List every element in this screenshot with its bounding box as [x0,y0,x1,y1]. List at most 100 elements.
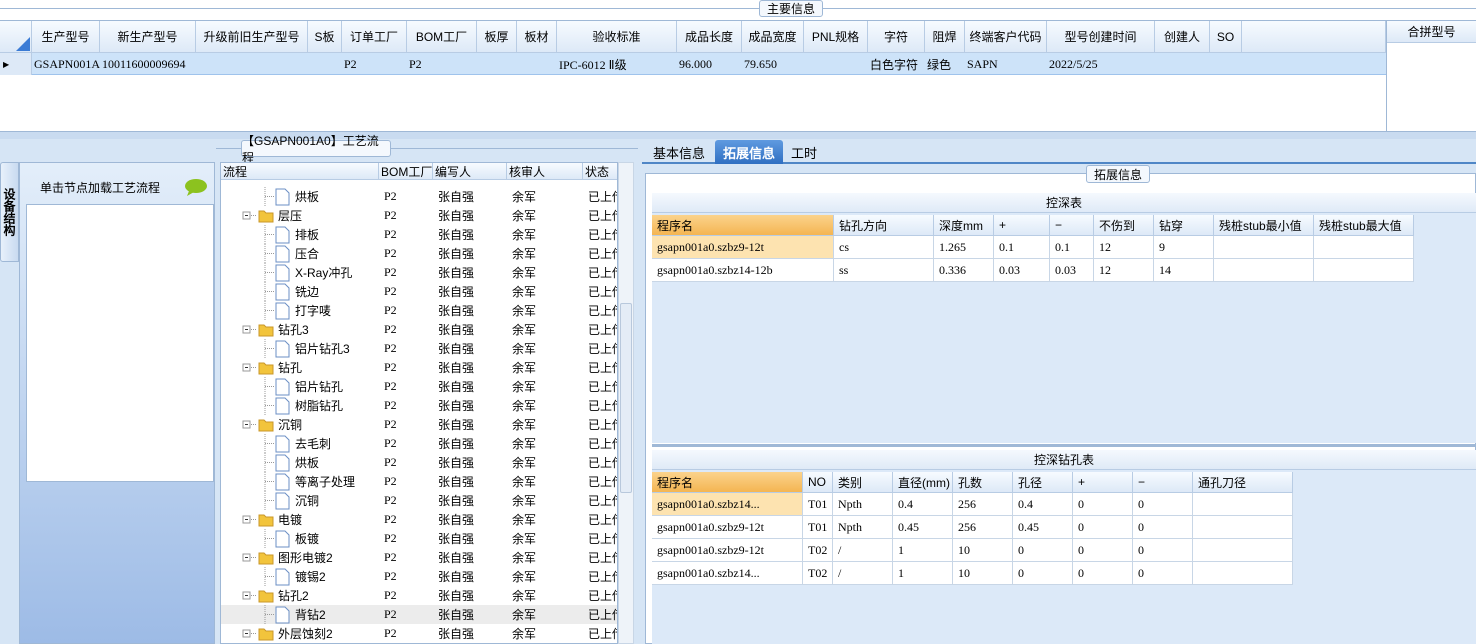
tree-row[interactable]: 烘板 P2 张自强 余军 已上传 [221,187,617,206]
column-header[interactable]: BOM工厂 [379,163,433,180]
tree-row[interactable]: 去毛刺 P2 张自强 余军 已上传 [221,434,617,453]
column-header[interactable]: 深度mm [934,215,994,236]
cell: Npth [833,493,893,516]
divider [216,148,638,149]
column-header[interactable]: 通孔刀径 [1193,472,1293,493]
column-header[interactable]: 生产型号 [32,21,100,53]
selected-row[interactable] [32,53,1386,75]
cell: 张自强 [438,361,475,375]
tree-row[interactable]: 电镀 P2 张自强 余军 已上传 [221,510,617,529]
merge-model-panel: 合拼型号 [1386,20,1476,131]
empty-cell [1214,236,1314,259]
tree-row[interactable]: X-Ray冲孔 P2 张自强 余军 已上传 [221,263,617,282]
cell: 张自强 [438,228,475,242]
column-header[interactable]: 验收标准 [557,21,677,53]
scrollbar[interactable] [618,162,634,644]
column-header[interactable]: 程序名 [652,472,803,493]
column-header[interactable]: + [994,215,1050,236]
cell: gsapn001a0.szbz9-12t [652,539,803,562]
tree-row[interactable]: 铝片钻孔3 P2 张自强 余军 已上传 [221,339,617,358]
cell: 已上传 [588,513,617,527]
column-header[interactable]: 升级前旧生产型号 [196,21,308,53]
tree-row[interactable]: 镀锡2 P2 张自强 余军 已上传 [221,567,617,586]
cell: P2 [384,284,397,298]
column-header[interactable]: 状态 [583,163,617,180]
column-header[interactable]: 编写人 [433,163,507,180]
column-header[interactable]: 核审人 [507,163,583,180]
column-header[interactable]: BOM工厂 [407,21,477,53]
column-header[interactable]: NO [803,472,833,493]
column-header[interactable]: 钻孔方向 [834,215,934,236]
tree-label: 铝片钻孔 [295,380,344,394]
column-header[interactable]: 板厚 [477,21,517,53]
column-header[interactable]: + [1073,472,1133,493]
column-header[interactable]: 残桩stub最小值 [1214,215,1314,236]
selected-tree-row[interactable]: 背钻2 P2 张自强 余军 已上传 [221,605,617,624]
column-header[interactable]: 不伤到 [1094,215,1154,236]
tree-row[interactable]: 钻孔 P2 张自强 余军 已上传 [221,358,617,377]
tree-row[interactable]: 钻孔3 P2 张自强 余军 已上传 [221,320,617,339]
tree-row[interactable]: 外层蚀刻2 P2 张自强 余军 已上传 [221,624,617,643]
side-tab[interactable]: 设备结构 [0,162,19,262]
column-header[interactable]: PNL规格 [804,21,868,53]
tree-row[interactable]: 树脂钻孔 P2 张自强 余军 已上传 [221,396,617,415]
tree-row[interactable]: 层压 P2 张自强 余军 已上传 [221,206,617,225]
tree-row[interactable]: 钻孔2 P2 张自强 余军 已上传 [221,586,617,605]
cell: P2 [384,265,397,279]
tree-row[interactable]: 沉铜 P2 张自强 余军 已上传 [221,491,617,510]
empty-cell [1314,259,1414,282]
column-header[interactable]: 钻穿 [1154,215,1214,236]
column-header[interactable]: 孔数 [953,472,1013,493]
column-header[interactable]: 孔径 [1013,472,1073,493]
cell: 余军 [512,361,537,375]
splitter[interactable] [652,444,1476,447]
column-header[interactable]: 直径(mm) [893,472,953,493]
column-header[interactable]: 板材 [517,21,557,53]
column-header[interactable]: 成品宽度 [742,21,804,53]
tree-row[interactable]: 铝片钻孔 P2 张自强 余军 已上传 [221,377,617,396]
column-header[interactable]: 残桩stub最大值 [1314,215,1414,236]
column-header[interactable]: − [1133,472,1193,493]
tree-row[interactable]: 铣边 P2 张自强 余军 已上传 [221,282,617,301]
splitter[interactable] [0,131,1476,139]
scroll-thumb[interactable] [620,303,632,493]
cell: P2 [384,588,397,602]
tree-row[interactable]: 压合 P2 张自强 余军 已上传 [221,244,617,263]
column-header[interactable]: 终端客户代码 [965,21,1047,53]
column-header[interactable]: 字符 [868,21,925,53]
row-selector[interactable]: ▶ [0,53,32,75]
column-header[interactable]: 新生产型号 [100,21,196,53]
file-icon [264,529,290,548]
cell: P2 [384,417,397,431]
cell: 0.03 [1050,259,1094,282]
cell: / [833,562,893,585]
column-header[interactable]: 程序名 [652,215,834,236]
column-header[interactable]: 型号创建时间 [1047,21,1155,53]
tree-row[interactable]: 排板 P2 张自强 余军 已上传 [221,225,617,244]
column-header[interactable]: 流程 [221,163,379,180]
column-header[interactable]: 类别 [833,472,893,493]
column-header[interactable]: 订单工厂 [342,21,407,53]
tree-row[interactable]: 板镀 P2 张自强 余军 已上传 [221,529,617,548]
depth-table: 控深表 程序名 钻孔方向 深度mm + − 不伤到 钻穿 残桩stub最小值 残桩stub最大值 g… [652,193,1476,443]
cell: P2 [344,56,357,71]
tab[interactable]: 工时 [790,145,817,161]
tree-row[interactable]: 等离子处理 P2 张自强 余军 已上传 [221,472,617,491]
active-tab[interactable]: 拓展信息 [715,140,783,164]
column-header[interactable]: 阻焊 [925,21,965,53]
table-row[interactable] [652,236,1414,259]
tree-row[interactable]: 烘板 P2 张自强 余军 已上传 [221,453,617,472]
tree-row[interactable]: 沉铜 P2 张自强 余军 已上传 [221,415,617,434]
column-header[interactable]: 成品长度 [677,21,742,53]
table-row[interactable] [652,259,1414,282]
file-icon [264,453,290,472]
column-header: 合拼型号 [1387,21,1476,43]
tab[interactable]: 基本信息 [652,145,705,161]
tree-row[interactable]: 图形电镀2 P2 张自强 余军 已上传 [221,548,617,567]
column-header[interactable]: SO [1210,21,1242,53]
column-header[interactable]: 创建人 [1155,21,1210,53]
column-header[interactable]: S板 [308,21,342,53]
tree-row[interactable]: 打字唛 P2 张自强 余军 已上传 [221,301,617,320]
load-button[interactable]: 单击节点加载工艺流程 [25,171,212,203]
column-header[interactable]: − [1050,215,1094,236]
